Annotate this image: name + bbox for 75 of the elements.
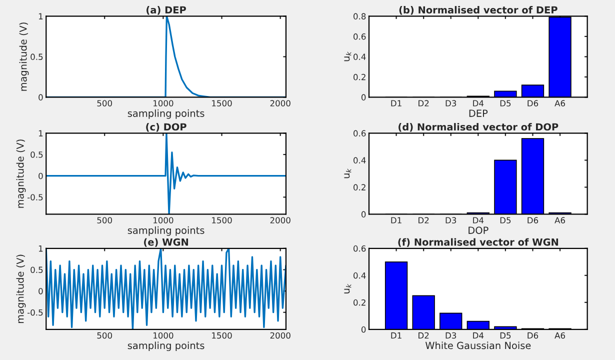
y-axis-title: u$_{k}$	[344, 168, 352, 178]
x-axis-title: sampling points	[128, 109, 204, 119]
x-tick-label: 2000	[270, 217, 290, 224]
x-axis-title: DEP	[469, 110, 488, 117]
x-tick-label: D5	[500, 100, 511, 106]
x-tick-label: A6	[554, 332, 566, 339]
x-tick-label: D4	[473, 332, 484, 339]
y-tick-label: 0	[361, 326, 366, 333]
y-tick-label: 0	[38, 172, 43, 180]
y-axis-title: u$_{k}$	[344, 284, 352, 294]
y-tick-label: 0	[361, 211, 366, 218]
x-tick-label: D6	[528, 217, 538, 224]
y-tick-label: 1	[38, 130, 43, 136]
x-tick-label: D2	[418, 217, 429, 224]
y-tick-label: 0.6	[354, 130, 366, 136]
y-tick-label: 1	[38, 245, 43, 252]
x-tick-label: D4	[473, 100, 484, 106]
chart-title: (f) Normalised vector of WGN	[398, 238, 558, 247]
y-tick-label: 0.4	[354, 54, 366, 60]
x-tick-label: 1500	[212, 217, 232, 224]
x-tick-label: 500	[97, 217, 112, 224]
x-tick-label: D6	[528, 100, 538, 106]
y-tick-label: 0.2	[354, 74, 366, 80]
y-axis-title: magnitude (V)	[16, 140, 26, 208]
x-tick-label: 500	[97, 332, 112, 339]
y-tick-label: 0.5	[30, 54, 43, 60]
y-tick-label: 0.5	[30, 151, 43, 158]
x-axis-title: DOP	[468, 226, 488, 234]
x-tick-label: 1000	[153, 217, 174, 224]
x-tick-label: 1000	[153, 100, 174, 106]
x-tick-label: D3	[446, 217, 456, 224]
y-axis-title: magnitude (V)	[19, 22, 29, 91]
x-tick-label: D1	[391, 100, 402, 106]
y-tick-label: 0	[361, 94, 366, 100]
x-tick-label: A6	[554, 217, 566, 224]
x-tick-label: D5	[500, 217, 511, 224]
x-tick-label: 2000	[270, 332, 290, 339]
y-tick-label: -0.5	[27, 309, 43, 316]
y-axis-title: magnitude (V)	[16, 254, 26, 323]
x-tick-label: 500	[97, 100, 112, 106]
y-tick-label: 0.6	[354, 245, 366, 252]
x-tick-label: D5	[500, 332, 511, 339]
y-tick-label: 0.2	[354, 299, 366, 306]
x-tick-label: D4	[473, 217, 484, 224]
x-tick-label: D1	[391, 217, 402, 224]
y-tick-label: 0	[38, 288, 43, 294]
x-axis-title: sampling points	[128, 342, 204, 352]
chart-title: (d) Normalised vector of DOP	[398, 123, 558, 132]
x-tick-label: D2	[418, 332, 429, 339]
x-tick-label: D3	[446, 100, 456, 106]
x-tick-label: D1	[391, 332, 402, 339]
chart-title: (a) DEP	[146, 6, 186, 15]
y-tick-label: 0	[38, 94, 43, 100]
y-tick-label: 0.5	[30, 266, 43, 273]
y-tick-label: 0.8	[354, 13, 366, 20]
x-tick-label: 1500	[212, 332, 232, 339]
x-tick-label: 1000	[153, 332, 174, 339]
x-tick-label: D3	[446, 332, 456, 339]
y-tick-label: -0.5	[27, 194, 43, 200]
y-axis-title: u$_{k}$	[344, 52, 352, 62]
x-axis-title: White Gaussian Noise	[425, 342, 531, 350]
x-tick-label: 2000	[270, 100, 290, 106]
chart-title: (b) Normalised vector of DEP	[399, 6, 558, 15]
chart-title: (c) DOP	[146, 123, 186, 132]
y-tick-label: 1	[38, 13, 43, 20]
x-axis-title: sampling points	[128, 226, 204, 236]
y-tick-label: 0.4	[354, 157, 366, 164]
y-tick-label: 0.6	[354, 33, 366, 40]
y-tick-label: 0.4	[354, 272, 366, 279]
chart-title: (e) WGN	[144, 238, 188, 247]
x-tick-label: D2	[418, 100, 429, 106]
x-tick-label: 1500	[212, 100, 232, 106]
y-tick-label: 0.2	[354, 184, 366, 190]
x-tick-label: D6	[528, 332, 538, 339]
x-tick-label: A6	[554, 100, 566, 106]
